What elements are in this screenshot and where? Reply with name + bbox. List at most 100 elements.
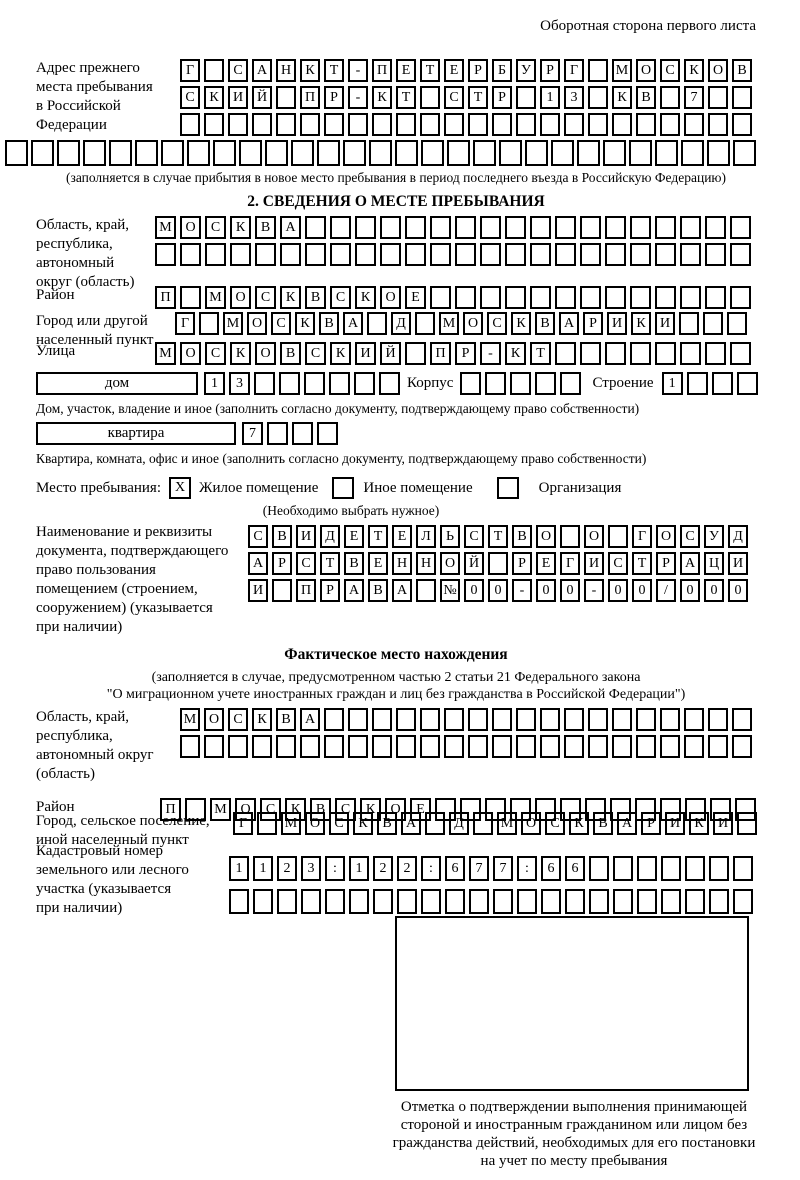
char-cell[interactable]: 0 (704, 579, 724, 602)
char-cell[interactable]: С (545, 812, 565, 835)
char-cell[interactable] (31, 140, 54, 166)
char-cell[interactable]: К (689, 812, 709, 835)
char-cell[interactable]: 3 (564, 86, 584, 109)
char-cell[interactable] (705, 342, 726, 365)
char-cell[interactable] (492, 708, 512, 731)
char-cell[interactable] (420, 708, 440, 731)
char-cell[interactable]: К (330, 342, 351, 365)
char-cell[interactable]: С (180, 86, 200, 109)
char-cell[interactable]: С (228, 708, 248, 731)
char-cell[interactable] (473, 812, 493, 835)
char-cell[interactable] (276, 735, 296, 758)
char-cell[interactable] (535, 372, 557, 395)
char-cell[interactable] (324, 708, 344, 731)
char-cell[interactable] (455, 243, 476, 266)
char-cell[interactable] (305, 243, 326, 266)
char-cell[interactable]: 1 (540, 86, 560, 109)
char-cell[interactable] (588, 59, 608, 82)
char-cell[interactable]: В (305, 286, 326, 309)
char-cell[interactable]: О (235, 798, 256, 821)
char-cell[interactable]: 7 (493, 856, 513, 881)
char-cell[interactable]: О (230, 286, 251, 309)
char-cell[interactable] (468, 113, 488, 136)
char-cell[interactable]: Н (416, 552, 436, 575)
dom-box[interactable]: дом (36, 372, 198, 395)
char-cell[interactable]: Р (455, 342, 476, 365)
char-cell[interactable] (279, 372, 300, 395)
char-cell[interactable] (685, 889, 705, 914)
char-cell[interactable] (213, 140, 236, 166)
char-cell[interactable]: 7 (242, 422, 263, 445)
char-cell[interactable] (555, 243, 576, 266)
char-cell[interactable] (455, 286, 476, 309)
char-cell[interactable] (629, 140, 652, 166)
char-cell[interactable]: О (204, 708, 224, 731)
char-cell[interactable] (560, 525, 580, 548)
char-cell[interactable] (612, 735, 632, 758)
char-cell[interactable] (636, 735, 656, 758)
char-cell[interactable]: - (480, 342, 501, 365)
char-cell[interactable] (589, 889, 609, 914)
char-cell[interactable] (685, 856, 705, 881)
char-cell[interactable] (510, 372, 532, 395)
char-cell[interactable] (265, 140, 288, 166)
char-cell[interactable]: Т (420, 59, 440, 82)
char-cell[interactable] (493, 889, 513, 914)
char-cell[interactable] (661, 856, 681, 881)
char-cell[interactable]: Т (530, 342, 551, 365)
kvartira-box[interactable]: квартира (36, 422, 236, 445)
char-cell[interactable]: Т (324, 59, 344, 82)
char-cell[interactable]: С (444, 86, 464, 109)
char-cell[interactable]: В (280, 342, 301, 365)
char-cell[interactable]: В (276, 708, 296, 731)
char-cell[interactable] (540, 113, 560, 136)
char-cell[interactable] (705, 216, 726, 239)
char-cell[interactable]: М (612, 59, 632, 82)
char-cell[interactable] (551, 140, 574, 166)
char-cell[interactable] (708, 708, 728, 731)
char-cell[interactable]: 7 (684, 86, 704, 109)
char-cell[interactable] (541, 889, 561, 914)
char-cell[interactable] (180, 735, 200, 758)
char-cell[interactable]: Г (175, 312, 195, 335)
char-cell[interactable] (708, 113, 728, 136)
char-cell[interactable]: П (160, 798, 181, 821)
char-cell[interactable] (555, 216, 576, 239)
char-cell[interactable] (707, 140, 730, 166)
char-cell[interactable]: С (487, 312, 507, 335)
char-cell[interactable] (605, 342, 626, 365)
char-cell[interactable]: Г (560, 552, 580, 575)
char-cell[interactable] (733, 889, 753, 914)
char-cell[interactable] (329, 372, 350, 395)
char-cell[interactable] (612, 708, 632, 731)
char-cell[interactable]: В (368, 579, 388, 602)
char-cell[interactable] (732, 735, 752, 758)
char-cell[interactable]: А (392, 579, 412, 602)
char-cell[interactable] (291, 140, 314, 166)
char-cell[interactable]: Р (641, 812, 661, 835)
char-cell[interactable] (379, 372, 400, 395)
char-cell[interactable] (686, 372, 708, 395)
char-cell[interactable] (560, 372, 582, 395)
char-cell[interactable] (405, 342, 426, 365)
char-cell[interactable] (430, 286, 451, 309)
char-cell[interactable] (229, 889, 249, 914)
char-cell[interactable] (510, 798, 531, 821)
char-cell[interactable] (480, 243, 501, 266)
char-cell[interactable] (405, 243, 426, 266)
char-cell[interactable]: Т (368, 525, 388, 548)
char-cell[interactable]: Р (320, 579, 340, 602)
char-cell[interactable] (447, 140, 470, 166)
char-cell[interactable]: П (300, 86, 320, 109)
char-cell[interactable] (680, 243, 701, 266)
char-cell[interactable]: Е (444, 59, 464, 82)
char-cell[interactable]: И (228, 86, 248, 109)
char-cell[interactable]: С (228, 59, 248, 82)
char-cell[interactable]: 1 (204, 372, 225, 395)
char-cell[interactable]: 2 (373, 856, 393, 881)
char-cell[interactable] (372, 708, 392, 731)
char-cell[interactable]: Е (405, 286, 426, 309)
char-cell[interactable] (730, 286, 751, 309)
char-cell[interactable] (420, 86, 440, 109)
char-cell[interactable]: Т (632, 552, 652, 575)
